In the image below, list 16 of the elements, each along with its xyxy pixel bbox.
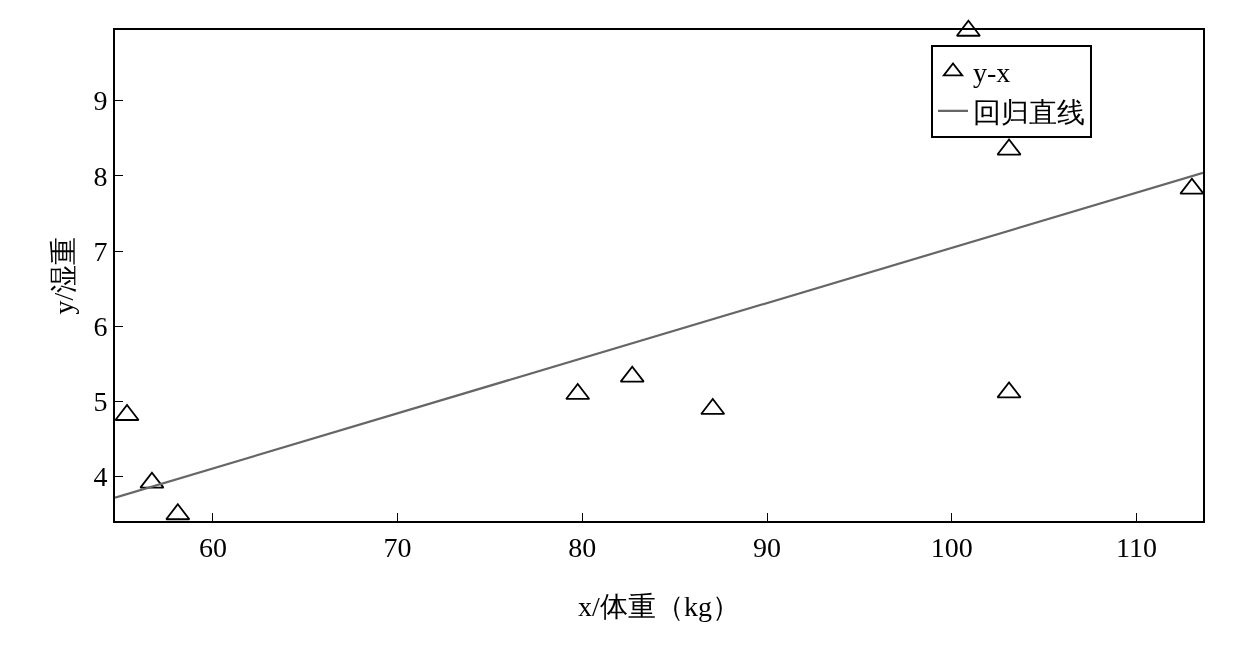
y-tick-label: 5: [93, 386, 108, 418]
y-tick-label: 8: [93, 160, 108, 192]
legend-label: y-x: [973, 57, 1011, 89]
y-tick-label: 6: [93, 311, 108, 343]
y-tick-label: 9: [93, 85, 108, 117]
y-tick-label: 7: [93, 235, 108, 267]
x-tick-label: 100: [930, 531, 973, 563]
y-axis-title: y/湿重: [47, 236, 79, 315]
x-tick-label: 90: [753, 531, 782, 563]
x-tick-label: 110: [1116, 531, 1157, 563]
x-tick-label: 80: [568, 531, 597, 563]
x-axis-title: x/体重（kg）: [578, 591, 740, 622]
x-tick-label: 60: [198, 531, 227, 563]
x-tick-label: 70: [383, 531, 412, 563]
legend-label: 回归直线: [973, 96, 1085, 128]
y-tick-label: 4: [93, 461, 108, 493]
